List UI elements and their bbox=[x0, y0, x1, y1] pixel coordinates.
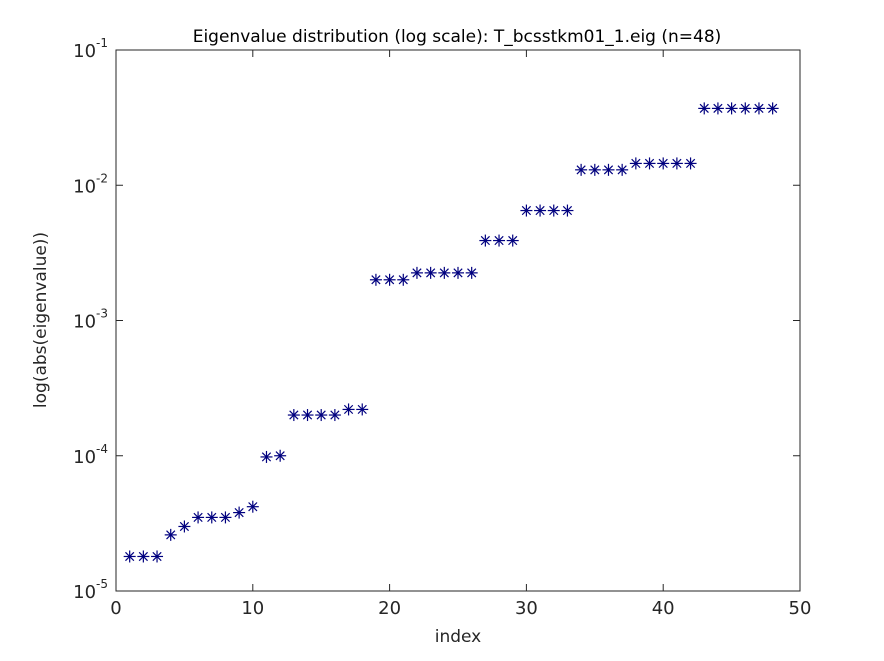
data-point-marker bbox=[711, 102, 724, 115]
data-point-marker bbox=[465, 266, 478, 279]
data-point-marker bbox=[657, 157, 670, 170]
data-point-marker bbox=[534, 204, 547, 217]
x-tick-label: 40 bbox=[652, 598, 675, 619]
y-tick-label: 10-3 bbox=[73, 307, 108, 333]
x-tick-label: 0 bbox=[110, 598, 121, 619]
data-point-marker bbox=[205, 511, 218, 524]
data-point-marker bbox=[410, 266, 423, 279]
x-tick-label: 10 bbox=[241, 598, 264, 619]
data-point-marker bbox=[452, 266, 464, 279]
x-tick-label: 30 bbox=[515, 598, 538, 619]
chart-title: Eigenvalue distribution (log scale): T_b… bbox=[193, 27, 722, 47]
data-point-marker bbox=[493, 234, 506, 247]
data-point-marker bbox=[151, 550, 164, 563]
y-axis-label: log(abs(eigenvalue)) bbox=[31, 232, 51, 408]
data-points bbox=[123, 102, 779, 563]
axis-ticks bbox=[115, 49, 801, 592]
x-axis-label: index bbox=[435, 627, 482, 647]
y-tick-label: 10-5 bbox=[73, 577, 108, 603]
data-point-marker bbox=[233, 506, 246, 519]
y-tick-label: 10-4 bbox=[73, 442, 108, 468]
data-point-marker bbox=[164, 528, 177, 541]
y-tick-label: 10-2 bbox=[73, 171, 108, 197]
data-point-marker bbox=[725, 102, 738, 115]
data-point-marker bbox=[369, 273, 382, 286]
x-tick-label: 50 bbox=[789, 598, 812, 619]
data-point-marker bbox=[137, 550, 150, 563]
data-point-marker bbox=[328, 409, 341, 422]
data-point-marker bbox=[506, 234, 519, 247]
data-point-marker bbox=[575, 163, 588, 176]
data-point-marker bbox=[739, 102, 752, 115]
x-axis-tick-labels: 0 10 20 30 40 50 bbox=[110, 598, 811, 619]
data-point-marker bbox=[219, 511, 232, 524]
y-axis-tick-labels: 10-5 10-4 10-3 10-2 10-1 bbox=[73, 36, 108, 603]
data-point-marker bbox=[698, 102, 711, 115]
data-point-marker bbox=[123, 550, 136, 563]
data-point-marker bbox=[629, 157, 642, 170]
data-point-marker bbox=[547, 204, 560, 217]
data-point-marker bbox=[246, 500, 259, 513]
data-point-marker bbox=[287, 409, 300, 422]
data-point-marker bbox=[397, 273, 410, 286]
data-point-marker bbox=[356, 403, 369, 416]
data-point-marker bbox=[766, 102, 779, 115]
data-point-marker bbox=[383, 273, 396, 286]
data-point-marker bbox=[588, 163, 601, 176]
data-point-marker bbox=[479, 234, 492, 247]
data-point-marker bbox=[274, 449, 287, 462]
data-point-marker bbox=[684, 157, 697, 170]
data-point-marker bbox=[342, 403, 355, 416]
data-point-marker bbox=[643, 157, 656, 170]
data-point-marker bbox=[315, 409, 328, 422]
data-point-marker bbox=[670, 157, 683, 170]
data-point-marker bbox=[178, 520, 191, 533]
x-tick-label: 20 bbox=[378, 598, 401, 619]
data-point-marker bbox=[561, 204, 574, 217]
data-point-marker bbox=[602, 163, 615, 176]
data-point-marker bbox=[752, 102, 765, 115]
data-point-marker bbox=[301, 409, 314, 422]
data-point-marker bbox=[616, 163, 629, 176]
data-point-marker bbox=[192, 511, 205, 524]
data-point-marker bbox=[438, 266, 451, 279]
data-point-marker bbox=[424, 266, 437, 279]
plot-area bbox=[115, 49, 801, 592]
data-point-marker bbox=[520, 204, 533, 217]
data-point-marker bbox=[260, 450, 273, 463]
y-tick-label: 10-1 bbox=[73, 36, 108, 62]
